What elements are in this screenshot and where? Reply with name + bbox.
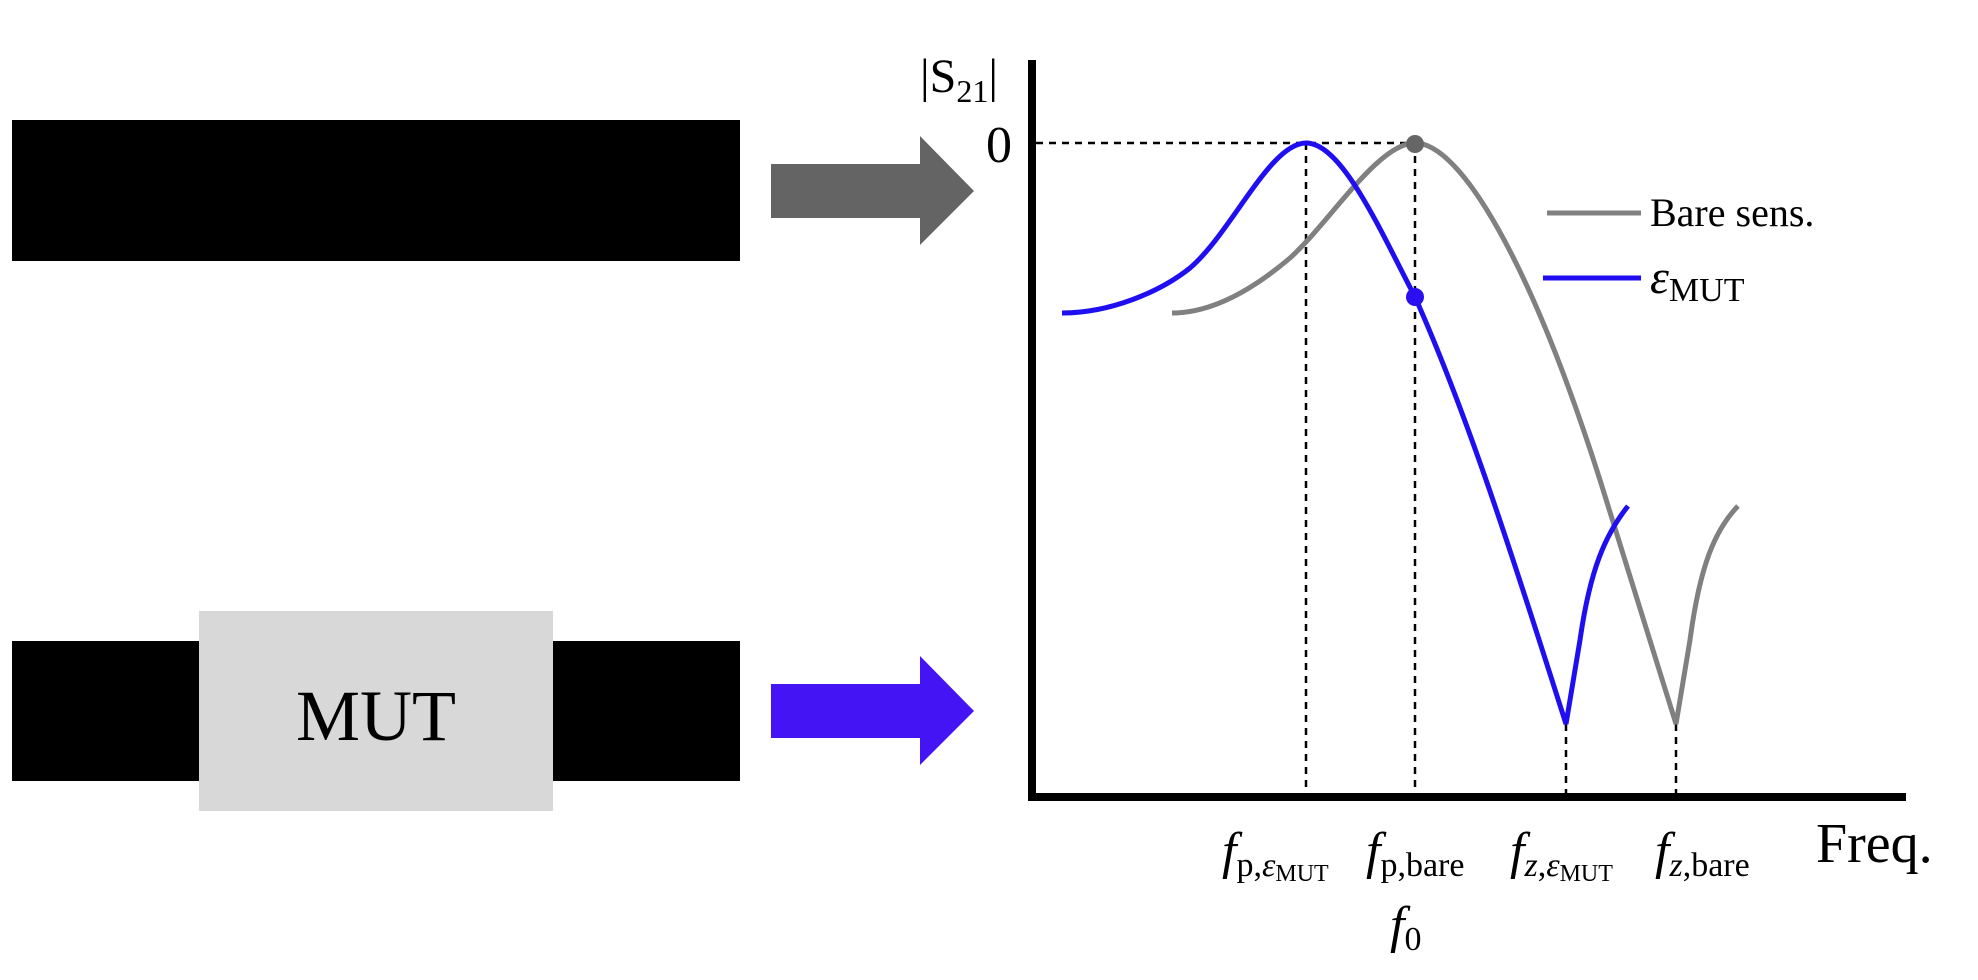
mut-curve — [1061, 140, 1630, 725]
bare-peak-marker — [1406, 135, 1424, 153]
mut-f0-marker — [1406, 288, 1424, 306]
bare-sensor-curve — [1171, 140, 1740, 725]
mut-box — [199, 611, 553, 811]
legend-mut-label: εMUT — [1650, 251, 1745, 309]
bare-sensor-strip — [12, 120, 740, 261]
x-tick-fz-bare: fz,bare — [1655, 823, 1750, 884]
blue-arrow-icon — [771, 656, 974, 765]
y-axis-label: |S21| — [920, 50, 998, 109]
gray-arrow-icon — [771, 136, 974, 245]
mut-label: MUT — [296, 676, 456, 756]
x-tick-fz-mut: fz,εMUT — [1510, 823, 1613, 887]
legend-bare-label: Bare sens. — [1650, 190, 1814, 235]
x-axis-label: Freq. — [1816, 813, 1933, 875]
y-tick-zero: 0 — [986, 117, 1012, 174]
x-tick-fp-mut: fp,εMUT — [1222, 823, 1329, 887]
x-tick-fp-bare: fp,bare — [1366, 823, 1464, 884]
x-tick-f0: f0 — [1390, 897, 1421, 958]
